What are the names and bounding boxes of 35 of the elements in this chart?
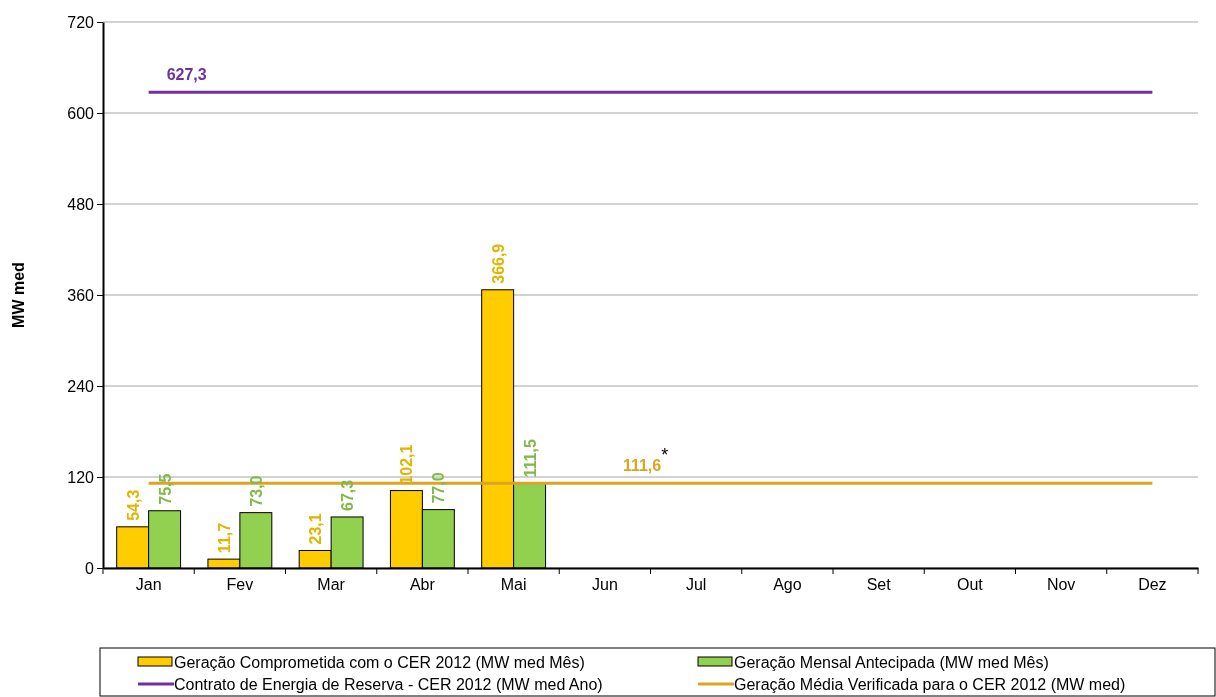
- legend-label: Geração Média Verificada para o CER 2012 (MW med): [734, 676, 1126, 693]
- data-label: 627,3: [166, 66, 207, 84]
- y-tick-label: 120: [67, 468, 95, 486]
- data-label: 54,3: [124, 489, 142, 521]
- x-tick-label: Nov: [1046, 576, 1076, 594]
- legend-label: Geração Comprometida com o CER 2012 (MW med Mês): [174, 654, 585, 671]
- data-label: 102,1: [398, 444, 416, 485]
- data-label: 73,0: [247, 475, 265, 507]
- y-tick-label: 720: [67, 13, 95, 31]
- x-tick-label: Jan: [135, 576, 162, 594]
- data-label: 366,9: [489, 243, 507, 284]
- y-tick-label: 0: [85, 559, 95, 577]
- legend-label: Contrato de Energia de Reserva - CER 2012 (MW med Ano): [174, 676, 603, 693]
- data-label: 77,0: [430, 472, 448, 504]
- y-tick-label: 360: [67, 286, 95, 304]
- x-tick-label: Out: [956, 576, 984, 594]
- data-label: 111,5: [521, 439, 539, 478]
- data-label: 23,1: [307, 513, 325, 545]
- x-tick-label: Mai: [500, 576, 527, 594]
- y-tick-label: 480: [67, 195, 95, 213]
- x-tick-label: Set: [866, 576, 892, 594]
- x-tick-label: Fev: [226, 576, 254, 594]
- x-tick-label: Jul: [685, 576, 707, 594]
- data-label: 67,3: [339, 479, 357, 511]
- data-label: 75,5: [156, 473, 174, 505]
- y-axis-title: MW med: [10, 262, 27, 328]
- y-tick-label: 600: [67, 104, 95, 122]
- x-tick-label: Jun: [591, 576, 618, 594]
- x-tick-label: Mar: [317, 576, 346, 594]
- data-label: 11,7: [215, 522, 233, 554]
- x-tick-label: Ago: [773, 576, 802, 594]
- y-tick-label: 240: [67, 377, 95, 395]
- legend-label: Geração Mensal Antecipada (MW med Mês): [734, 654, 1049, 671]
- x-tick-label: Dez: [1138, 576, 1167, 594]
- x-tick-label: Abr: [409, 576, 436, 594]
